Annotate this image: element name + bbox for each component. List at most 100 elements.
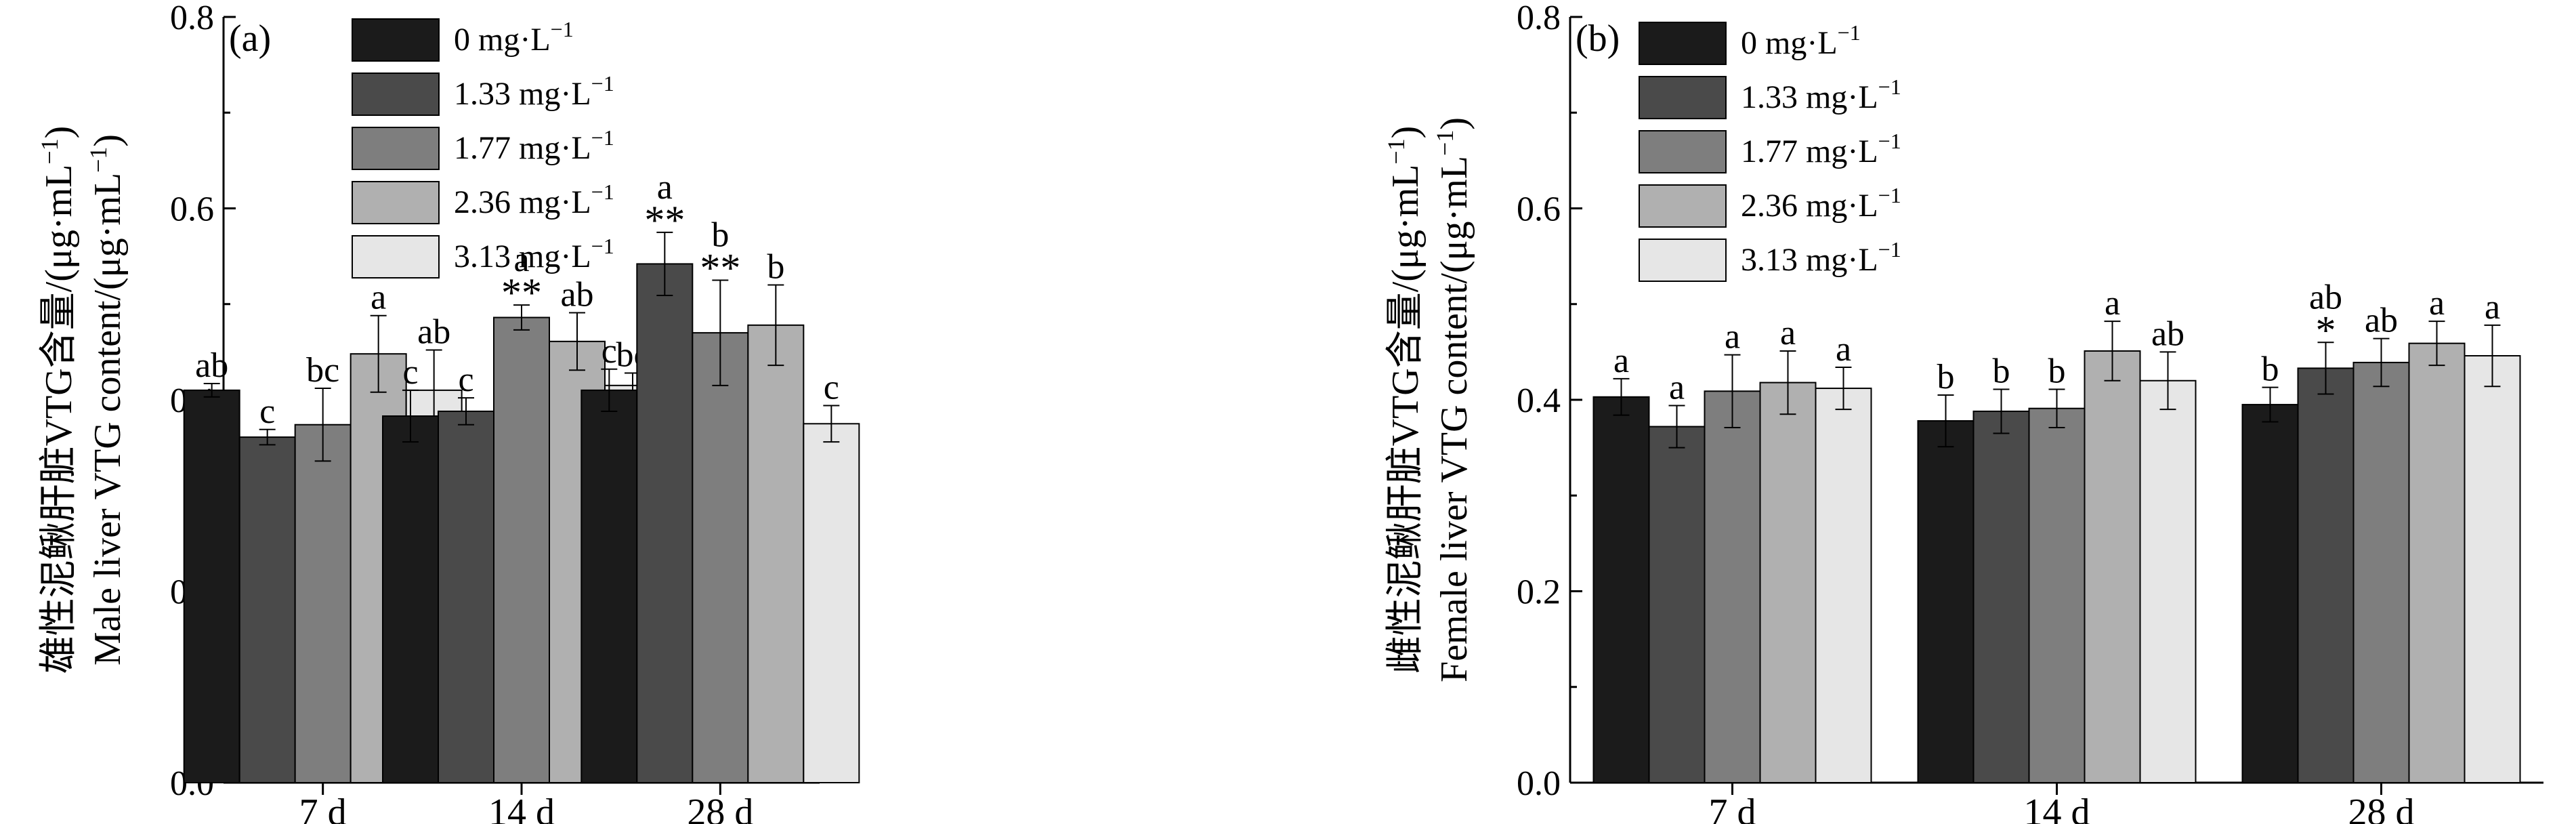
legend-swatch xyxy=(352,181,440,224)
significance-letter: bc xyxy=(306,351,339,390)
legend-swatch xyxy=(352,18,440,62)
bar xyxy=(747,324,805,783)
significance-stars: * xyxy=(2316,308,2336,352)
legend-label: 1.33 mg·L−1 xyxy=(454,71,614,112)
legend-label: 3.13 mg·L−1 xyxy=(1741,237,1901,278)
bar xyxy=(1759,382,1817,783)
x-tick-label: 28 d xyxy=(687,791,753,824)
y-axis-title-cn-close: ) xyxy=(1385,126,1427,139)
bar xyxy=(1815,388,1872,783)
significance-letter: ab xyxy=(560,275,593,314)
significance-letter: ab xyxy=(2365,302,2398,340)
bar xyxy=(636,263,694,783)
significance-stars: ** xyxy=(644,198,685,243)
significance-letter: c xyxy=(458,360,473,399)
legend-label: 1.33 mg·L−1 xyxy=(1741,75,1901,115)
x-tick-label: 14 d xyxy=(2024,791,2090,824)
x-tick-label: 28 d xyxy=(2348,791,2415,824)
y-tick-label: 0.0 xyxy=(1517,764,1561,803)
legend-label-sup: −1 xyxy=(1878,129,1901,153)
significance-letter: c xyxy=(259,392,275,431)
legend-label-text: 0 mg·L xyxy=(1741,25,1838,61)
x-tick-label: 7 d xyxy=(299,791,347,824)
y-axis-title-en-sup: −1 xyxy=(85,147,112,173)
bar xyxy=(183,389,240,783)
bar xyxy=(2464,355,2521,783)
legend-label: 3.13 mg·L−1 xyxy=(454,234,614,274)
y-tick-label: 0.8 xyxy=(170,0,214,37)
significance-letter: ab xyxy=(195,346,228,385)
y-axis-title-en-close: ) xyxy=(1433,117,1475,130)
significance-letter: a xyxy=(371,279,386,317)
significance-letter: a xyxy=(1725,318,1740,356)
bar xyxy=(294,424,352,783)
significance-letter: a xyxy=(1613,342,1629,380)
legend-label-text: 2.36 mg·L xyxy=(1741,188,1878,224)
legend: 0 mg·L−11.33 mg·L−11.77 mg·L−12.36 mg·L−… xyxy=(352,17,614,279)
legend-label-sup: −1 xyxy=(1878,183,1901,207)
significance-letter: a xyxy=(1669,368,1685,407)
legend-label-sup: −1 xyxy=(591,234,614,258)
bar xyxy=(1704,390,1761,783)
significance-stars: ** xyxy=(501,270,542,315)
significance-stars: ** xyxy=(700,245,740,290)
bar xyxy=(1648,426,1706,783)
significance-letter: b xyxy=(2262,350,2279,389)
legend-label-text: 1.77 mg·L xyxy=(1741,133,1878,169)
significance-letter: b xyxy=(2048,352,2066,390)
chart-panel-1: 0.00.20.40.60.8 (b)雌性泥鳅肝脏VTG含量/(μg·mL−1)F… xyxy=(1382,0,2543,824)
bar xyxy=(1592,396,1650,783)
significance-letter: c xyxy=(601,332,617,371)
legend-swatch xyxy=(1639,239,1727,282)
panel-label: (b) xyxy=(1576,18,1620,60)
legend-label-text: 1.33 mg·L xyxy=(1741,79,1878,115)
legend-label: 2.36 mg·L−1 xyxy=(454,180,614,220)
legend-label-sup: −1 xyxy=(1838,20,1861,45)
significance-letter: ab xyxy=(2309,278,2342,316)
bar xyxy=(2241,404,2299,783)
y-tick-label: 0.6 xyxy=(170,190,214,229)
bar xyxy=(2028,407,2086,783)
x-tick-label: 14 d xyxy=(488,791,555,824)
bar xyxy=(1972,410,2030,783)
significance-letter: c xyxy=(824,368,839,407)
legend-swatch xyxy=(1639,184,1727,228)
legend-label-sup: −1 xyxy=(591,125,614,150)
y-axis-title-en-main: Male liver VTG content/(μg·mL xyxy=(87,173,129,665)
y-axis-title-cn-close: ) xyxy=(38,126,80,139)
panel-label: (a) xyxy=(229,18,271,60)
legend-label: 2.36 mg·L−1 xyxy=(1741,183,1901,224)
legend-swatch xyxy=(352,127,440,170)
bar xyxy=(580,389,638,783)
bar xyxy=(2297,367,2355,783)
significance-letter: ab xyxy=(417,313,450,352)
legend-label: 0 mg·L−1 xyxy=(454,17,574,58)
y-tick-label: 0.8 xyxy=(1517,0,1561,37)
legend-label-sup: −1 xyxy=(591,71,614,96)
legend-swatch xyxy=(352,73,440,116)
legend-label: 0 mg·L−1 xyxy=(1741,20,1861,61)
y-axis-title-cn-main: 雄性泥鳅肝脏VTG含量/(μg·mL xyxy=(38,165,80,674)
bar xyxy=(2352,361,2410,783)
y-axis-title-cn-sup: −1 xyxy=(36,138,63,164)
y-axis-title-en: Female liver VTG content/(μg·mL−1) xyxy=(1431,117,1475,682)
legend-label-text: 1.77 mg·L xyxy=(454,130,591,166)
y-tick-label: 0.2 xyxy=(1517,573,1561,612)
bar xyxy=(2408,342,2466,784)
y-axis-title-cn-sup: −1 xyxy=(1382,138,1410,164)
significance-letter: ab xyxy=(2151,314,2184,353)
significance-letter: a xyxy=(2105,284,2120,323)
legend-label-text: 0 mg·L xyxy=(454,22,551,58)
significance-letter: c xyxy=(402,353,418,392)
y-axis-title-en-close: ) xyxy=(87,134,129,147)
bar xyxy=(438,410,494,783)
bar xyxy=(1917,420,1975,783)
significance-letter: a xyxy=(2485,288,2500,327)
legend-label-sup: −1 xyxy=(551,17,574,41)
chart-panel-0: 0.00.20.40.60.8(a)雄性泥鳅肝脏VTG含量/(μg·mL−1)M… xyxy=(36,0,860,824)
significance-letter: a xyxy=(2429,284,2445,323)
bar xyxy=(2084,350,2141,783)
bar xyxy=(493,316,550,783)
bar xyxy=(382,415,439,783)
